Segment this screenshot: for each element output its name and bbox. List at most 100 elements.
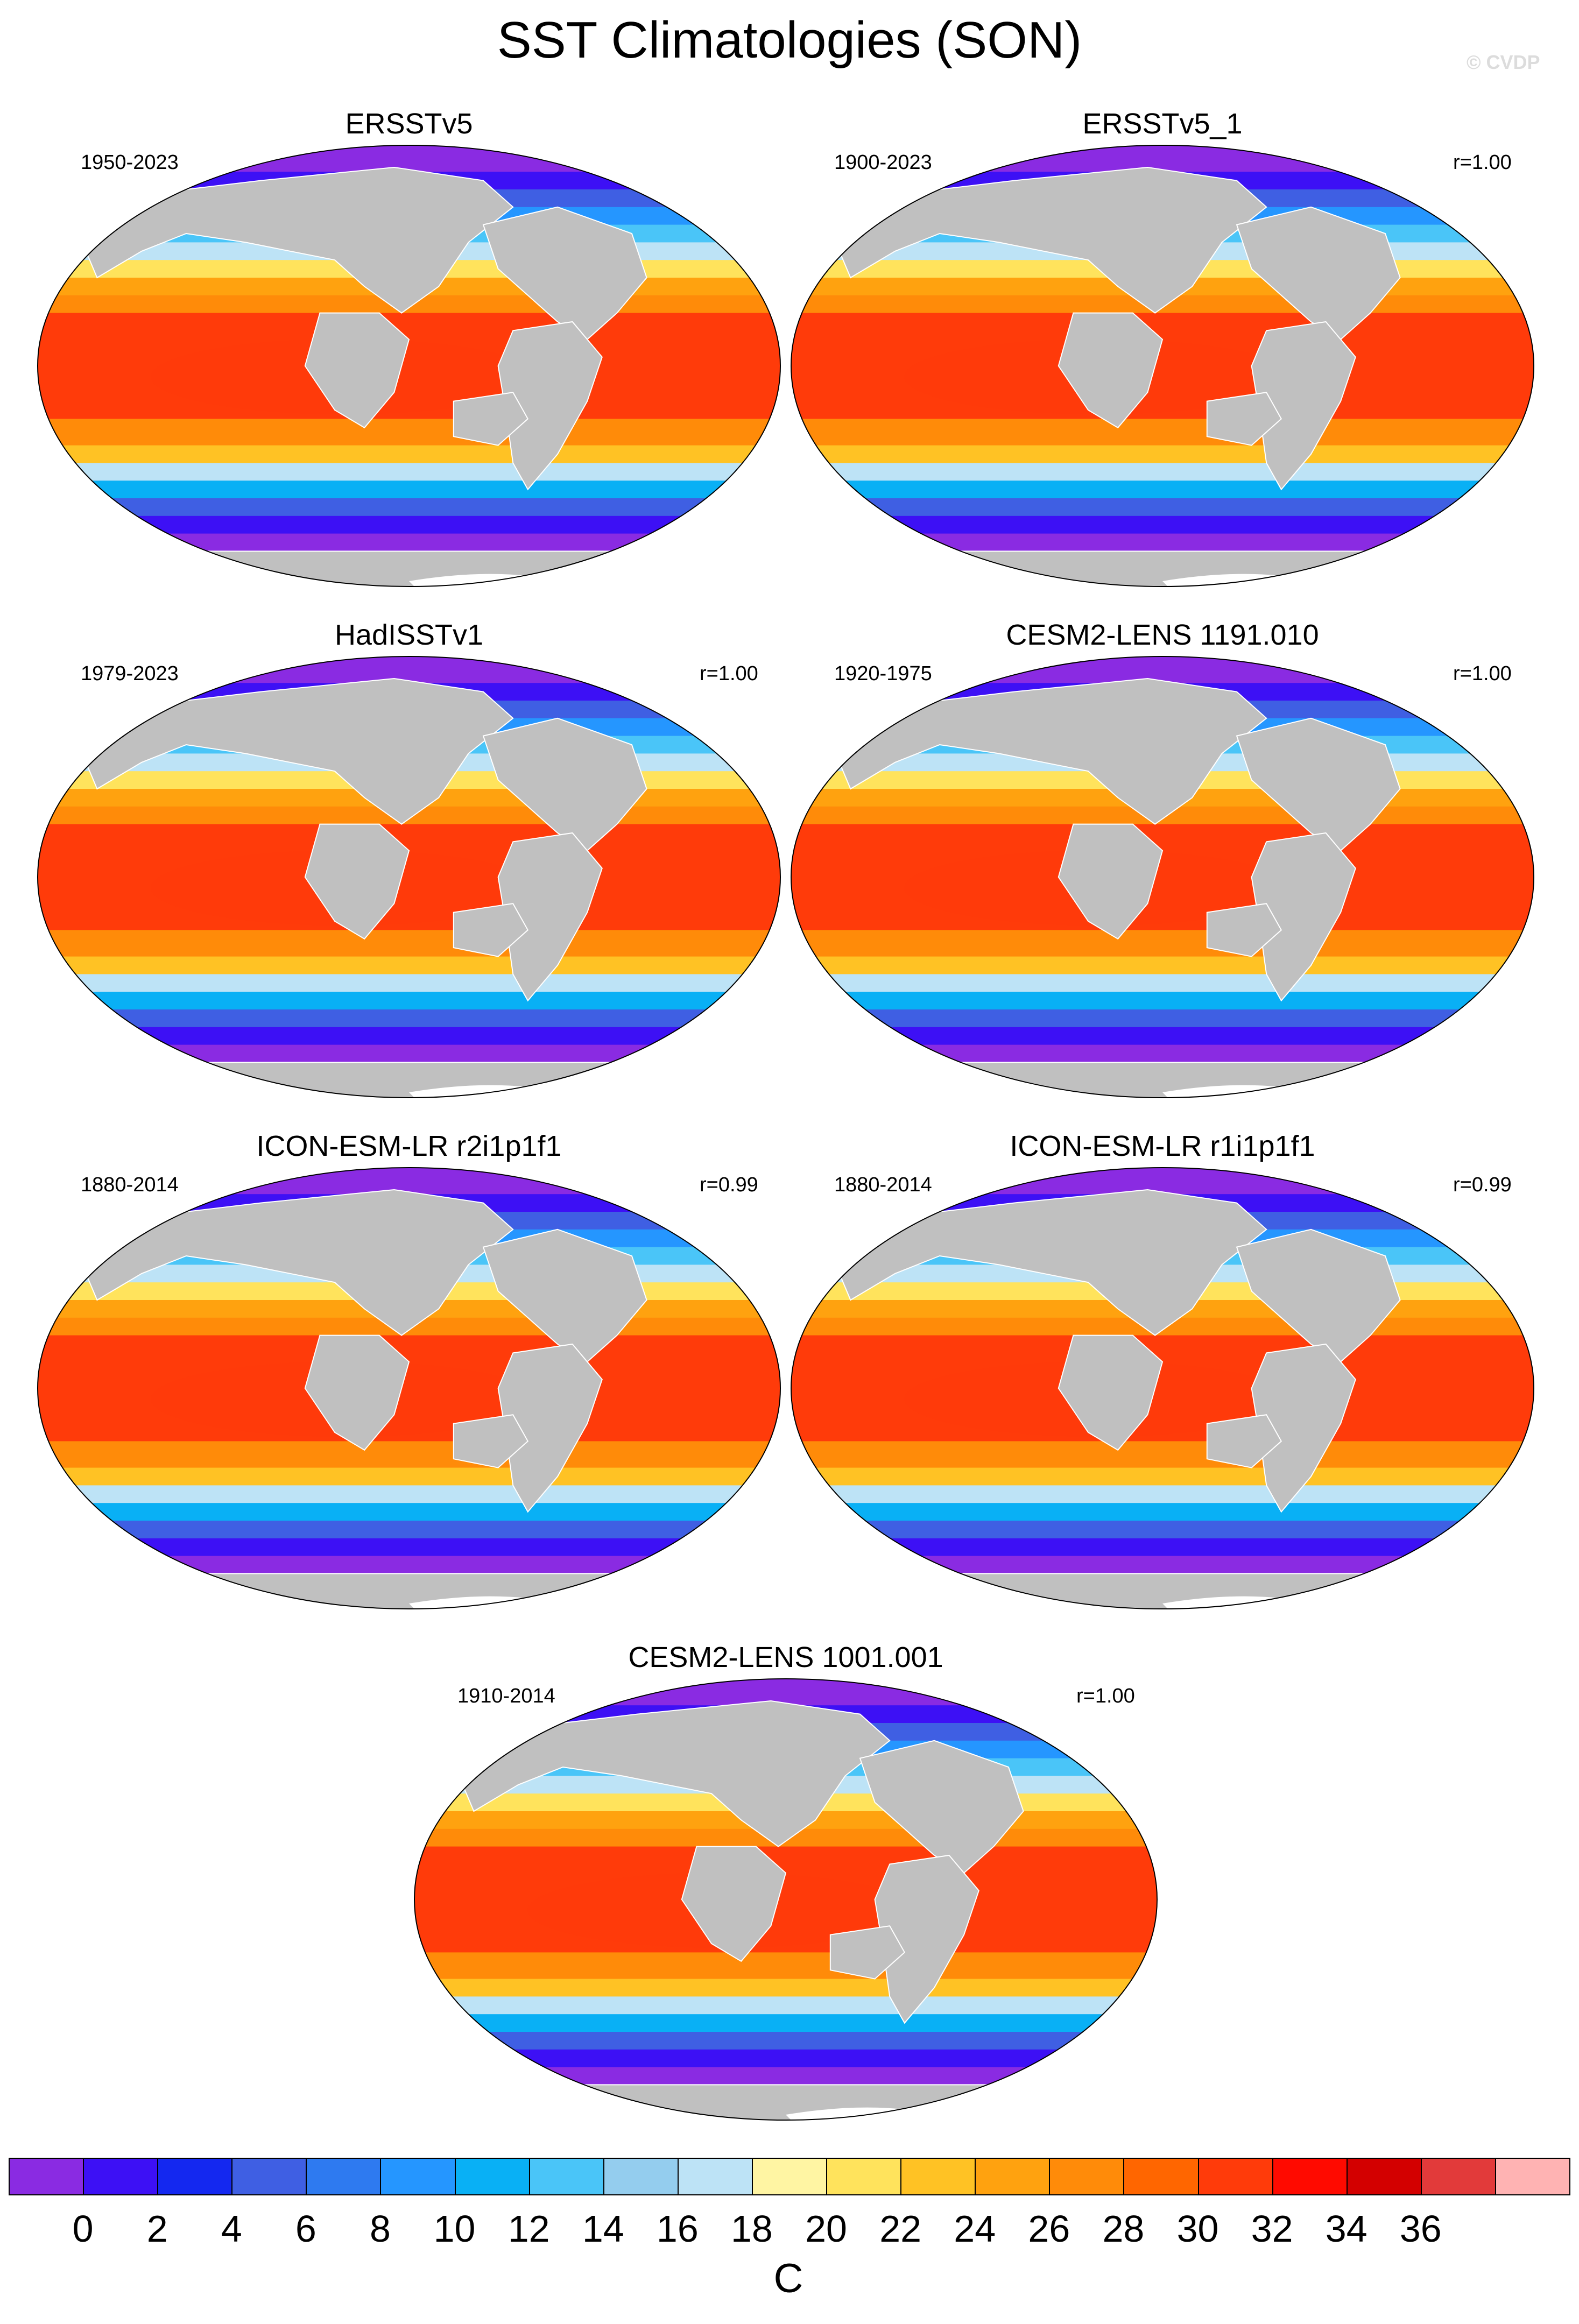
colorbar-bin [1123,2158,1199,2195]
land-mass [453,392,529,446]
colorbar-tick-label: 14 [582,2208,624,2250]
colorbar-bin [1495,2158,1570,2195]
colorbar-bin [528,2158,604,2195]
sst-band [414,2032,1157,2050]
sst-band [414,1996,1157,2015]
sst-field [791,145,1534,587]
sst-band [38,1441,780,1468]
colorbar-tick-label: 20 [805,2208,847,2250]
land-mass [938,1062,1387,1098]
map-outline [791,656,1534,1098]
figure-title: SST Climatologies (SON) [497,11,1082,69]
sst-band [791,515,1534,534]
map-panel-ersstv5: ERSSTv5 1950-2023 [32,108,786,592]
sst-band [791,1485,1534,1504]
land-mass [185,1062,633,1098]
sst-band [791,419,1534,446]
colorbar-tick-label: 30 [1176,2208,1219,2250]
map-panel-icon-esm-lr-r1: ICON-ESM-LR r1i1p1f1 1880-2014 r=0.99 [786,1130,1539,1614]
map-outline [791,145,1534,587]
panel-period: 1910-2014 [457,1685,555,1707]
colorbar-tick-label: 18 [731,2208,773,2250]
panel-correlation: r=1.00 [1453,151,1512,174]
land-mass [497,321,603,491]
sst-band [791,1027,1534,1046]
colorbar-unit-label: C [773,2256,803,2301]
sst-band [791,992,1534,1010]
colorbar-bin [826,2158,902,2195]
sst-band [414,2014,1157,2032]
colorbar-tick-label: 12 [507,2208,550,2250]
panel-period: 1880-2014 [81,1174,179,1196]
sst-map [37,1167,781,1609]
sst-band [38,956,780,975]
land-mass [497,832,603,1002]
land-mass [1251,832,1356,1002]
land-mass [1206,392,1282,446]
colorbar-tick-label: 16 [656,2208,699,2250]
map-panel-cesm2-lens-1001-001: CESM2-LENS 1001.001 1910-2014 r=1.00 [409,1641,1162,2125]
sst-band [791,656,1534,684]
sst-band [791,445,1534,464]
sst-band [38,1168,780,1195]
colorbar-tick-label: 0 [72,2208,94,2250]
land-mass [938,1573,1387,1609]
sst-band [791,1538,1534,1557]
sst-band [38,1538,780,1557]
map-outline [414,1678,1158,2121]
sst-band [414,1979,1157,1997]
sst-band [791,1168,1534,1195]
panel-correlation: r=1.00 [700,662,758,685]
sst-band [38,463,780,482]
sst-band [791,481,1534,499]
sst-band [791,1467,1534,1486]
colorbar-bin [83,2158,159,2195]
sst-map [414,1678,1158,2121]
land-mass [561,2084,1010,2120]
sst-band [38,992,780,1010]
sst-band [38,419,780,446]
panel-correlation: r=0.99 [700,1174,758,1196]
colorbar-tick-label: 36 [1399,2208,1442,2250]
panel-title: ICON-ESM-LR r2i1p1f1 [256,1130,562,1162]
sst-band [791,1441,1534,1468]
colorbar-bin [677,2158,753,2195]
sst-band [38,1485,780,1504]
sst-map [791,145,1534,587]
land-mass [1251,1343,1356,1513]
land-mass [185,550,633,587]
colorbar-bin [1420,2158,1496,2195]
panel-title: ERSSTv5_1 [1082,108,1243,140]
sst-band [38,1009,780,1028]
panel-title: ERSSTv5 [345,108,473,140]
colorbar-bin [231,2158,307,2195]
land-mass [482,717,647,852]
land-mass [453,1414,529,1468]
land-mass [1236,206,1401,341]
land-mass [1058,823,1164,940]
land-mass [1058,312,1164,429]
colorbar-bin [1346,2158,1422,2195]
sst-band [791,1009,1534,1028]
panel-period: 1979-2023 [81,662,179,685]
land-mass [829,1925,906,1980]
map-panel-ersstv5-1: ERSSTv5_1 1900-2023 r=1.00 [786,108,1539,592]
sst-band [38,498,780,517]
sst-band [791,1503,1534,1521]
colorbar-tick-label: 32 [1251,2208,1293,2250]
sst-band [38,974,780,993]
map-outline [37,1167,781,1609]
panel-period: 1950-2023 [81,151,179,174]
land-mass [1206,903,1282,957]
colorbar-bin [454,2158,530,2195]
sst-band [791,974,1534,993]
land-mass [453,903,529,957]
map-panel-cesm2-lens-1191-010: CESM2-LENS 1191.010 1920-1975 r=1.00 [786,619,1539,1103]
land-mass [1251,321,1356,491]
sst-band [38,445,780,464]
sst-band [414,1952,1157,1980]
sst-band [791,930,1534,957]
sst-map [37,145,781,587]
sst-band [38,1467,780,1486]
sst-band [38,930,780,957]
